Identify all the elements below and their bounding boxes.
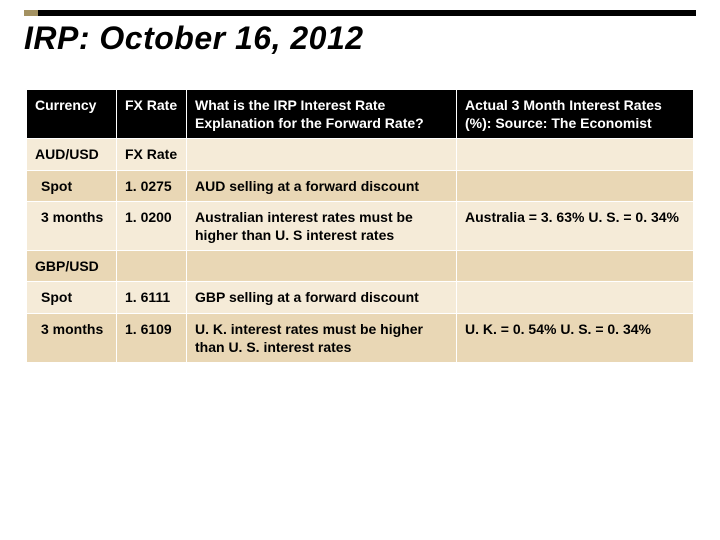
table-row: 3 months1. 0200Australian interest rates…: [27, 201, 694, 250]
accent-bar: [24, 10, 696, 16]
table-cell: [457, 282, 694, 313]
table-cell: [457, 139, 694, 170]
table-cell: [457, 170, 694, 201]
table-cell: 1. 0275: [117, 170, 187, 201]
table-cell: [187, 251, 457, 282]
col-header-fxrate: FX Rate: [117, 90, 187, 139]
table-cell: Australia = 3. 63% U. S. = 0. 34%: [457, 201, 694, 250]
table-cell: FX Rate: [117, 139, 187, 170]
table-cell: Spot: [27, 170, 117, 201]
table-container: Currency FX Rate What is the IRP Interes…: [0, 71, 720, 363]
table-cell: [457, 251, 694, 282]
table-row: AUD/USDFX Rate: [27, 139, 694, 170]
table-row: Spot1. 6111GBP selling at a forward disc…: [27, 282, 694, 313]
irp-table: Currency FX Rate What is the IRP Interes…: [26, 89, 694, 363]
table-cell: U. K. = 0. 54% U. S. = 0. 34%: [457, 313, 694, 362]
table-row: 3 months1. 6109U. K. interest rates must…: [27, 313, 694, 362]
col-header-currency: Currency: [27, 90, 117, 139]
accent-left: [24, 10, 38, 16]
table-row: GBP/USD: [27, 251, 694, 282]
table-cell: [117, 251, 187, 282]
table-cell: Australian interest rates must be higher…: [187, 201, 457, 250]
table-cell: 1. 6111: [117, 282, 187, 313]
col-header-explanation: What is the IRP Interest Rate Explanatio…: [187, 90, 457, 139]
table-cell: AUD selling at a forward discount: [187, 170, 457, 201]
table-cell: 3 months: [27, 201, 117, 250]
col-header-actual: Actual 3 Month Interest Rates (%): Sourc…: [457, 90, 694, 139]
accent-right: [38, 10, 696, 16]
title-area: IRP: October 16, 2012: [0, 0, 720, 71]
table-cell: Spot: [27, 282, 117, 313]
table-cell: U. K. interest rates must be higher than…: [187, 313, 457, 362]
table-body: AUD/USDFX RateSpot1. 0275AUD selling at …: [27, 139, 694, 363]
table-cell: GBP selling at a forward discount: [187, 282, 457, 313]
slide-title: IRP: October 16, 2012: [24, 18, 696, 65]
table-header-row: Currency FX Rate What is the IRP Interes…: [27, 90, 694, 139]
table-cell: 1. 0200: [117, 201, 187, 250]
table-row: Spot1. 0275AUD selling at a forward disc…: [27, 170, 694, 201]
table-cell: 3 months: [27, 313, 117, 362]
table-cell: 1. 6109: [117, 313, 187, 362]
table-cell: GBP/USD: [27, 251, 117, 282]
table-cell: AUD/USD: [27, 139, 117, 170]
table-cell: [187, 139, 457, 170]
